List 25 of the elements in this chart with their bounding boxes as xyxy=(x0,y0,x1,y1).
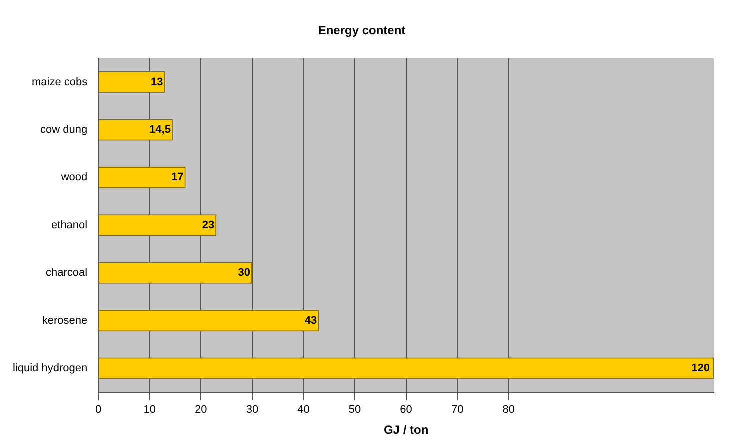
data-label: 14,5 xyxy=(150,124,171,136)
x-tick-label: 60 xyxy=(400,404,412,416)
y-tick-label: liquid hydrogen xyxy=(12,362,88,375)
y-tick-label: maize cobs xyxy=(32,76,88,88)
data-label: 43 xyxy=(304,314,318,327)
x-tick-label: 70 xyxy=(451,404,464,416)
y-tick-label: kerosene xyxy=(42,314,88,327)
chart-title: Energy content xyxy=(318,24,406,38)
x-tick-label: 0 xyxy=(96,404,102,416)
data-label: 120 xyxy=(692,362,710,375)
x-axis-title: GJ / ton xyxy=(384,423,429,438)
y-tick-label: cow dung xyxy=(40,124,88,136)
x-tick-label: 20 xyxy=(195,404,208,416)
data-label: 23 xyxy=(202,219,215,232)
x-tick-label: 40 xyxy=(298,404,310,416)
x-tick-label: 80 xyxy=(502,404,515,416)
y-tick-label: wood xyxy=(60,172,88,184)
data-label: 17 xyxy=(172,172,184,184)
y-tick-label: ethanol xyxy=(52,219,88,232)
x-tick-label: 50 xyxy=(348,404,362,416)
data-label: 13 xyxy=(151,76,164,88)
y-tick-label: charcoal xyxy=(46,267,88,280)
x-tick-label: 30 xyxy=(246,404,259,416)
data-label: 30 xyxy=(238,267,250,280)
x-tick-label: 10 xyxy=(144,404,156,416)
